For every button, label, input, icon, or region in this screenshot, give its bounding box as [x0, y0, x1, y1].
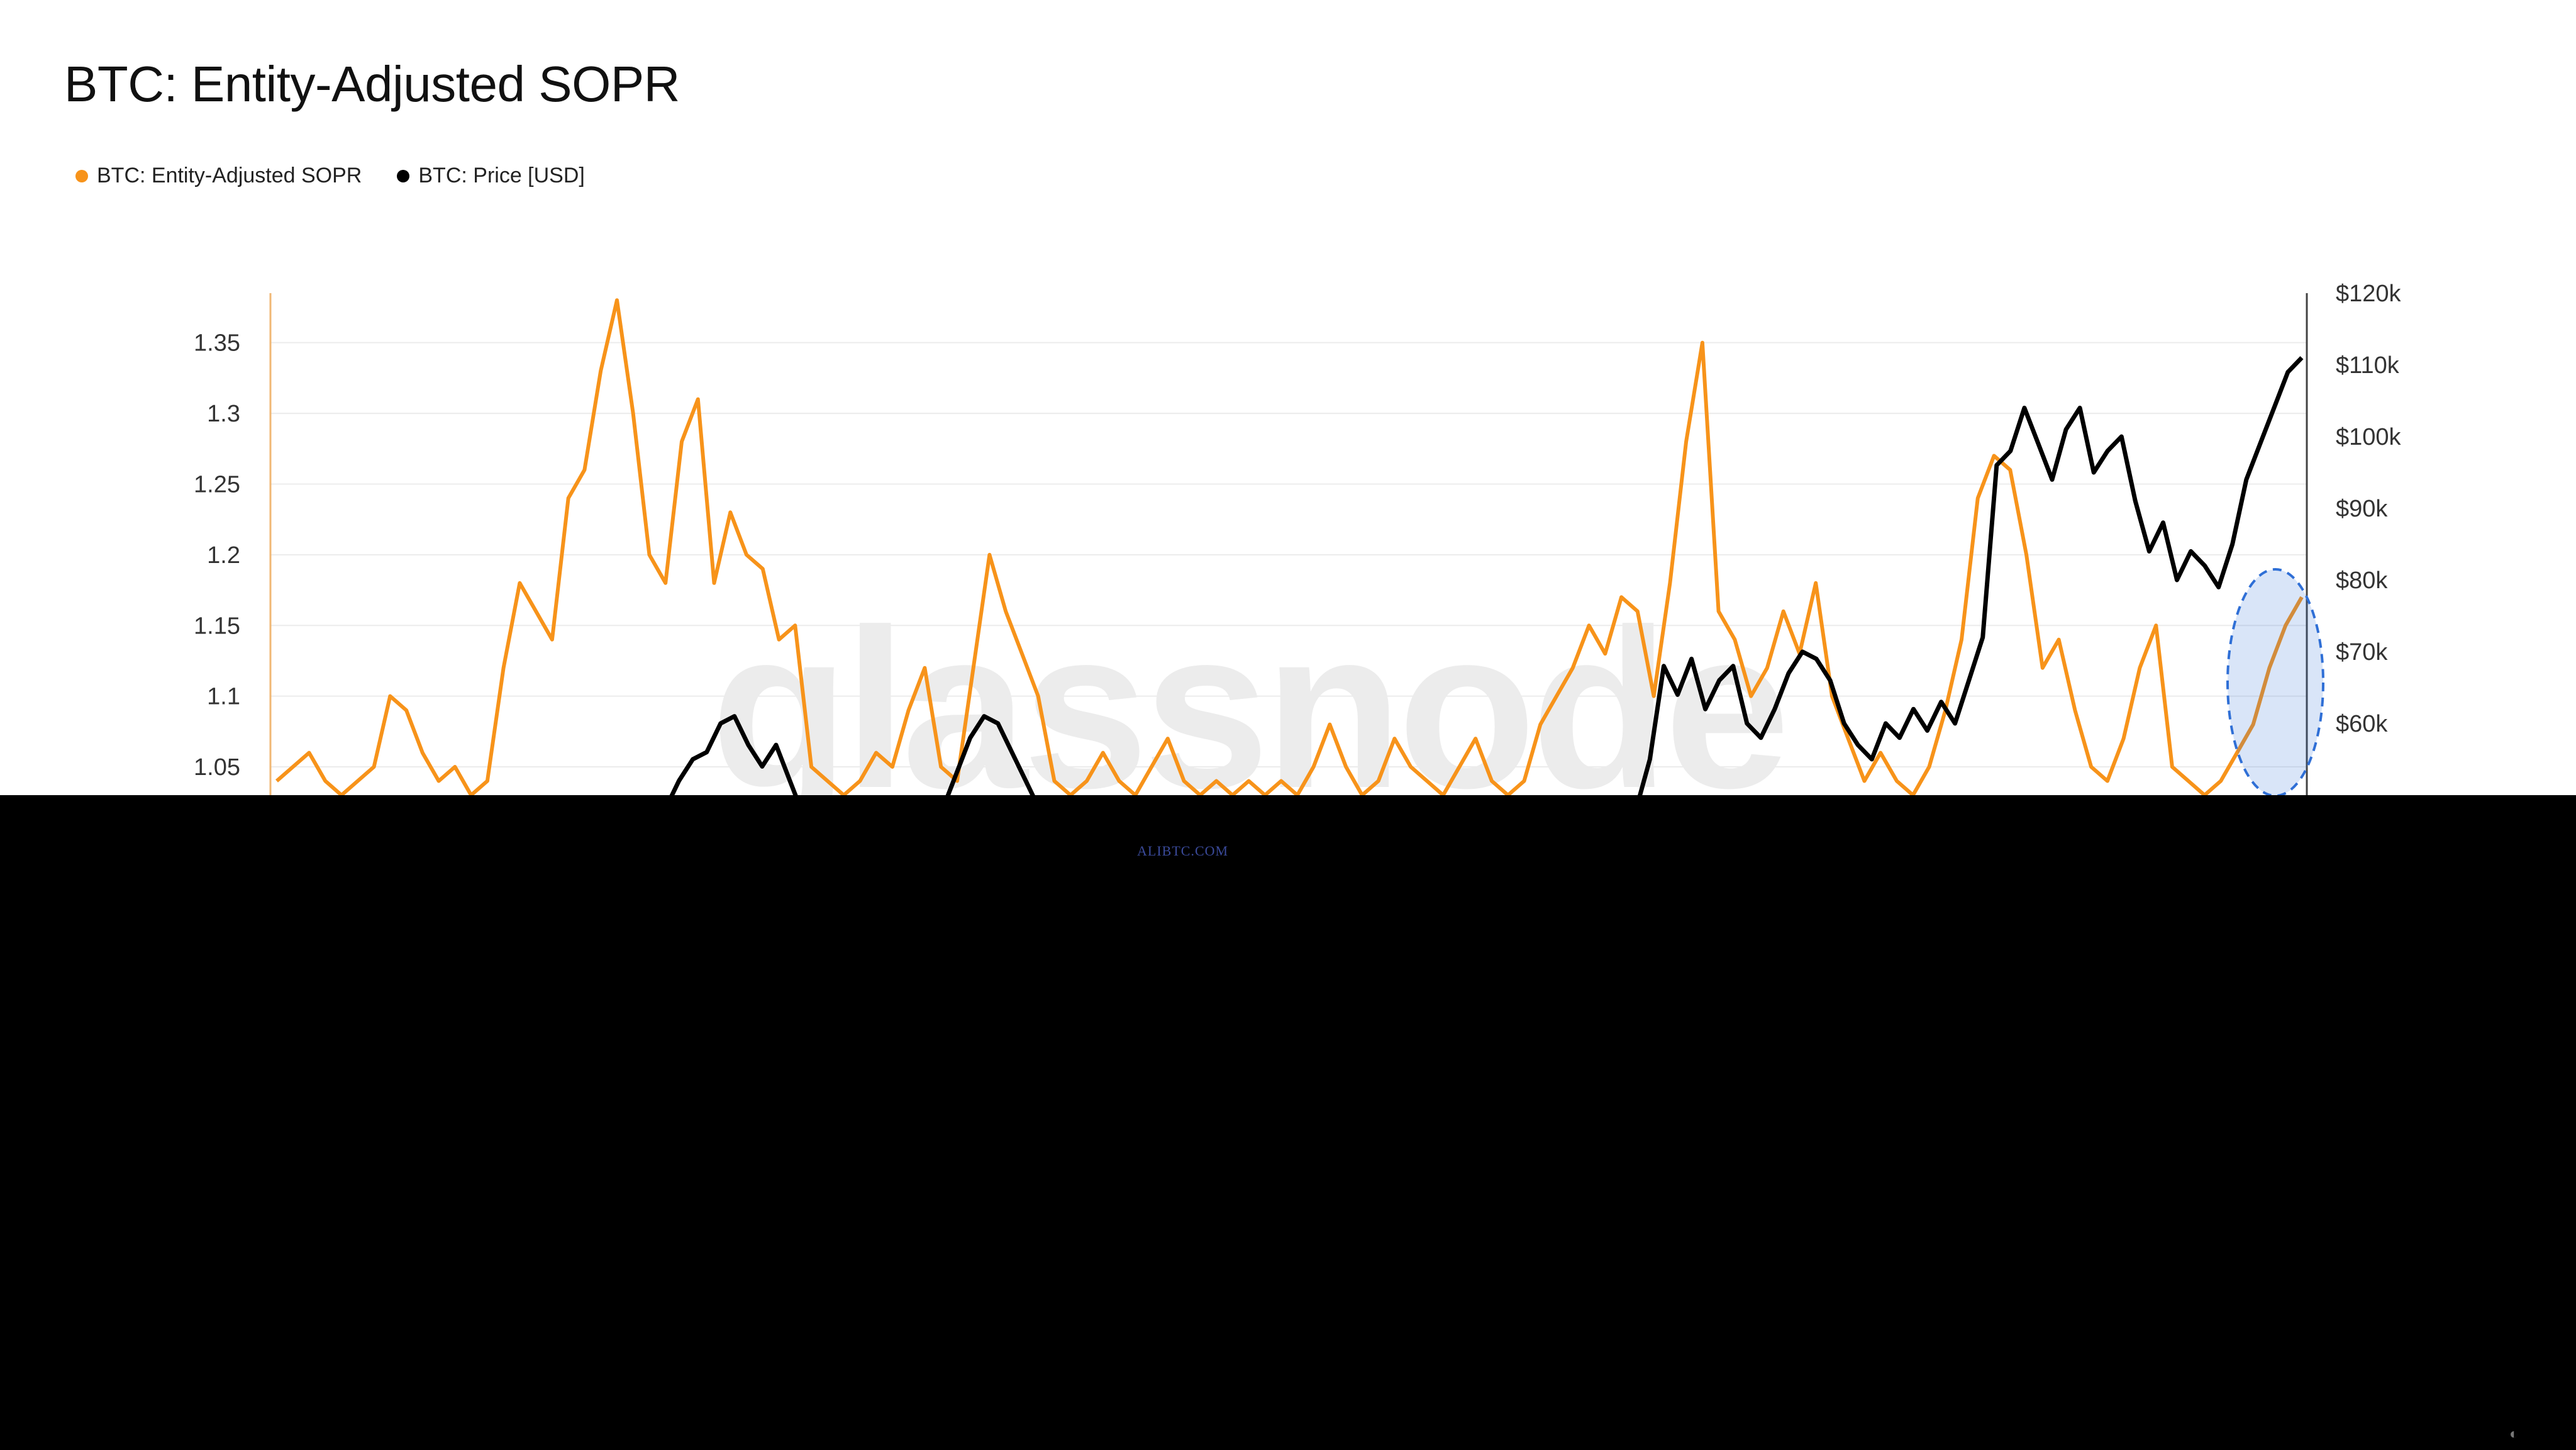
corner-logo-icon: ◐: [2509, 1425, 2519, 1442]
left-tick-label: 1.25: [194, 471, 240, 498]
right-tick-label: $80k: [2336, 567, 2388, 594]
right-tick-label: $100k: [2336, 424, 2402, 450]
legend-item-sopr[interactable]: BTC: Entity-Adjusted SOPR: [75, 164, 362, 188]
highlight-ellipse: [2226, 568, 2324, 795]
legend-item-price[interactable]: BTC: Price [USD]: [397, 164, 585, 188]
right-tick-label: $110k: [2336, 352, 2400, 379]
footer-text: ALIBTC.COM: [1137, 843, 1229, 859]
legend-label-price: BTC: Price [USD]: [418, 164, 585, 187]
legend-dot-price: [397, 169, 410, 182]
left-tick-label: 1.1: [207, 684, 240, 710]
right-tick-label: $60k: [2336, 711, 2388, 737]
chart-svg: 1.35 1.3 1.25 1.2 1.15 1.1 1.05 $120k $110k $100…: [194, 281, 2402, 795]
watermark: glassnode: [711, 583, 1790, 795]
left-tick-label: 1.05: [194, 754, 240, 781]
legend: BTC: Entity-Adjusted SOPR BTC: Price [US…: [75, 164, 585, 188]
series-line-sopr: [275, 298, 2304, 795]
left-tick-label: 1.3: [207, 401, 240, 427]
right-tick-label: $120k: [2336, 281, 2402, 307]
chart-panel: BTC: Entity-Adjusted SOPR BTC: Entity-Ad…: [0, 0, 2576, 795]
legend-dot-sopr: [75, 169, 88, 182]
right-tick-label: $70k: [2336, 639, 2388, 666]
chart-title: BTC: Entity-Adjusted SOPR: [64, 56, 680, 112]
left-tick-label: 1.35: [194, 330, 240, 357]
series-line-price: [669, 356, 2304, 795]
right-tick-label: $90k: [2336, 496, 2388, 522]
left-tick-label: 1.15: [194, 613, 240, 639]
left-tick-label: 1.2: [207, 542, 240, 569]
legend-label-sopr: BTC: Entity-Adjusted SOPR: [97, 164, 362, 187]
